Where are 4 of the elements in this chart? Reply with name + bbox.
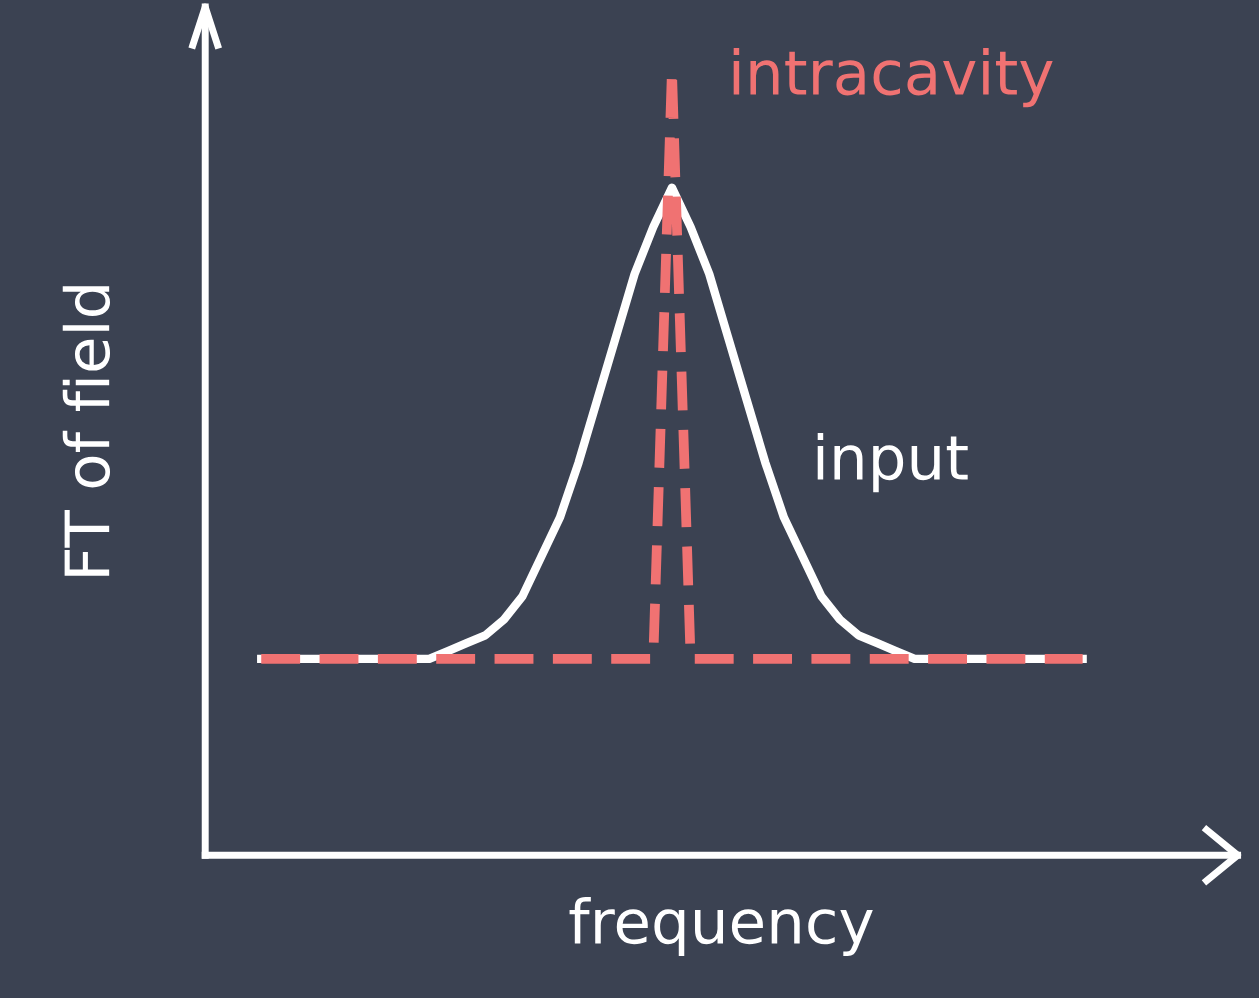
y-axis-title: FT of field — [62, 286, 111, 576]
series-label: intracavity — [733, 48, 1053, 108]
series-label: input — [817, 432, 968, 493]
x-axis-title: frequency — [569, 896, 873, 957]
